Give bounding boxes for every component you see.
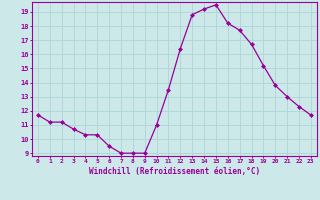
X-axis label: Windchill (Refroidissement éolien,°C): Windchill (Refroidissement éolien,°C) <box>89 167 260 176</box>
